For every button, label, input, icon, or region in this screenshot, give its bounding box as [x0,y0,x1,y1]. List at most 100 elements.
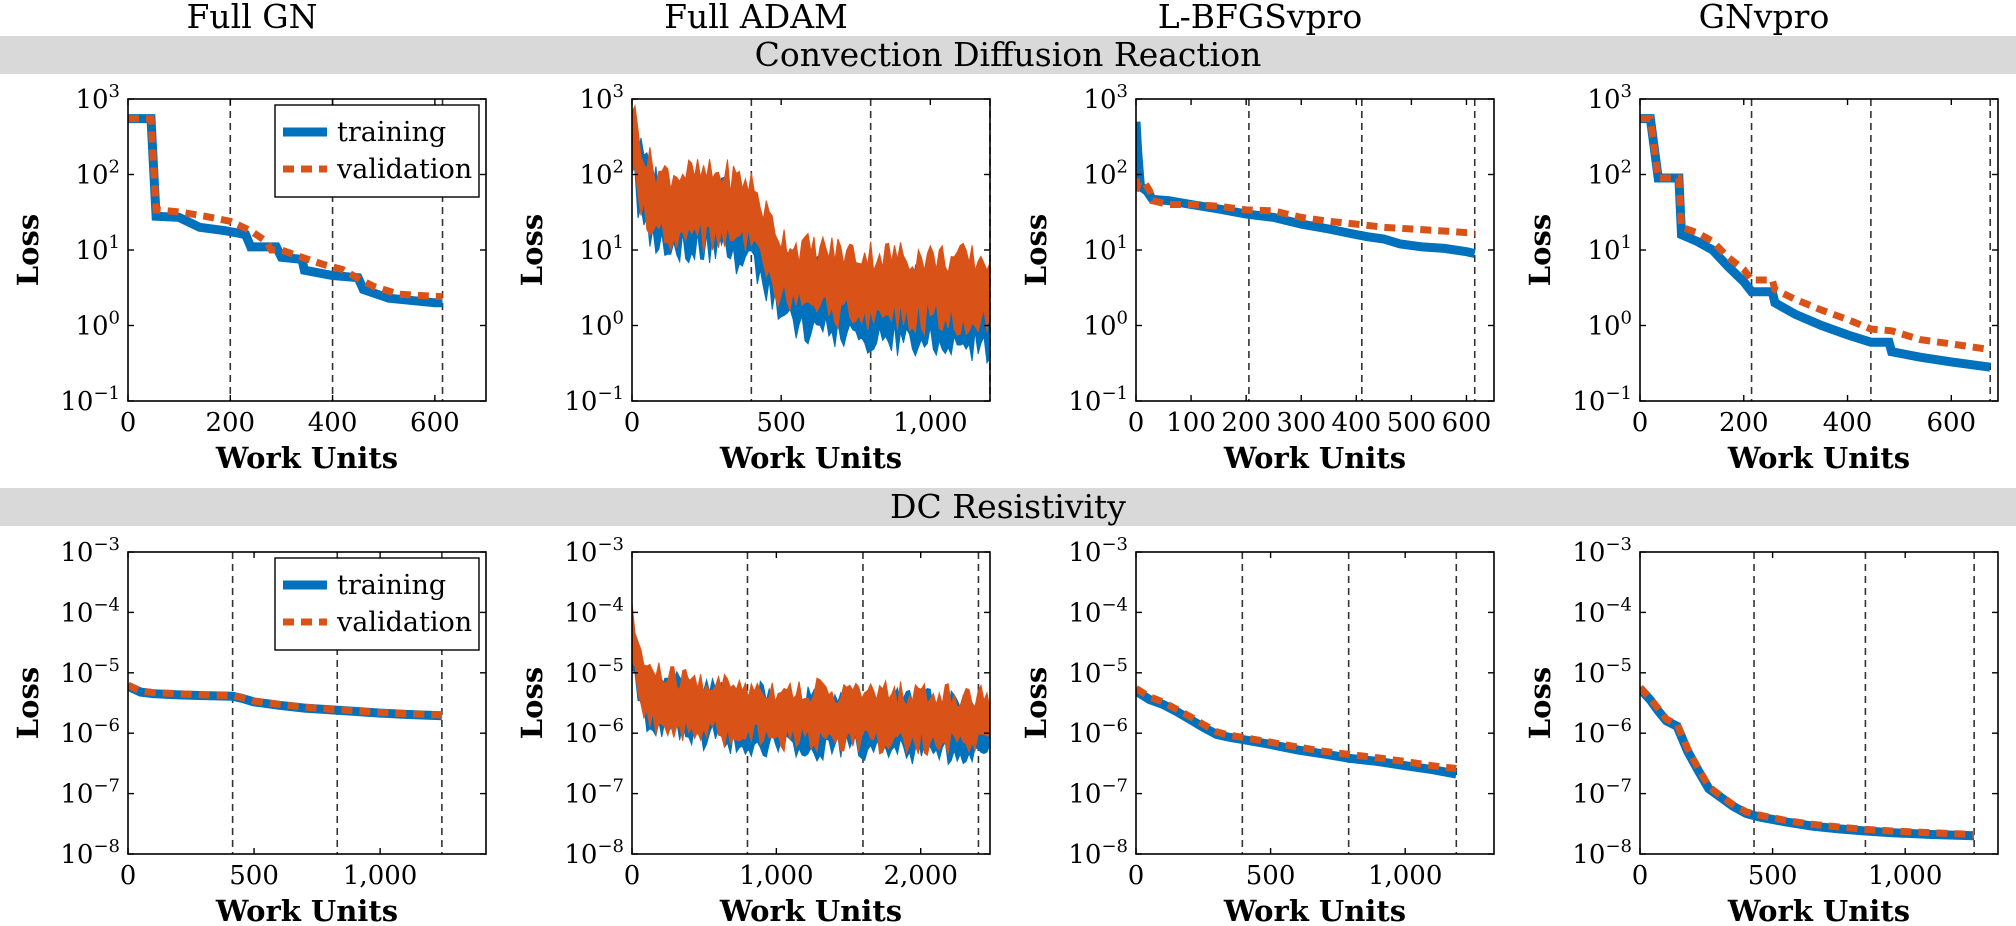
y-tick-label: 10−7 [1068,776,1128,810]
y-tick-label: 10−3 [60,534,120,568]
y-tick-label: 10−5 [60,655,120,689]
x-tick-label: 600 [1926,408,1976,438]
training-series-line [1136,121,1476,258]
x-tick-label: 0 [120,861,137,891]
training-legend-label: training [337,570,446,601]
x-tick-label: 200 [1221,408,1271,438]
x-tick-label: 0 [624,861,641,891]
y-tick-label: 10−4 [60,594,120,628]
x-axis-label: Work Units [719,441,902,475]
legend: training validation [274,104,480,198]
validation-series-line [128,682,443,719]
plot-frame [1639,98,1999,402]
y-axis-label: Loss [11,214,45,286]
series-group [632,103,990,365]
x-tick-label: 1,000 [1368,861,1442,891]
training-series-line [1136,687,1458,779]
subplot-r1-c3: 0 500 1,000 10−8 10−7 10−6 10−5 10−4 10−3 Work Un… [1523,534,1999,926]
y-tick-label: 10−7 [60,776,120,810]
y-tick-label: 10−1 [60,383,120,417]
y-axis-label: Loss [515,667,549,739]
series-group [1640,685,1975,841]
x-tick-label: 400 [1331,408,1381,438]
plot-frame [631,551,991,855]
column-title-full-adam: Full ADAM [664,0,848,36]
series-group [1136,121,1476,258]
subplot-r1-c1: 0 1,000 2,000 10−8 10−7 10−6 10−5 10−4 10−3 Work … [515,534,991,926]
y-tick-label: 101 [579,232,624,266]
subplot-r1-c2: 0 500 1,000 10−8 10−7 10−6 10−5 10−4 10−3 Work Un… [1019,534,1495,926]
y-tick-label: 10−7 [1572,776,1632,810]
y-tick-label: 10−8 [1572,836,1632,870]
y-tick-label: 10−7 [564,776,624,810]
x-tick-label: 0 [624,408,641,438]
y-tick-label: 10−1 [1572,383,1632,417]
x-tick-label: 500 [1748,861,1798,891]
x-axis-label: Work Units [1223,441,1406,475]
validation-series-band [632,602,990,757]
x-tick-label: 0 [1128,408,1145,438]
plot-frame [1135,551,1495,855]
x-tick-label: 0 [1632,861,1649,891]
subplot-r1-c0: 0 500 1,000 10−8 10−7 10−6 10−5 10−4 10−3 Work Un… [11,534,487,926]
y-tick-label: 101 [1587,232,1632,266]
training-series-line [1640,685,1975,841]
y-tick-label: 101 [75,232,120,266]
y-axis-label: Loss [515,214,549,286]
y-tick-label: 10−4 [564,594,624,628]
y-tick-label: 102 [75,157,120,191]
y-tick-label: 100 [75,308,120,342]
validation-series-line [1640,115,1991,354]
y-tick-label: 10−4 [1068,594,1128,628]
x-tick-label: 2,000 [883,861,957,891]
y-tick-label: 10−8 [564,836,624,870]
y-tick-label: 102 [579,157,624,191]
y-tick-label: 10−1 [1068,383,1128,417]
validation-series-line [1136,685,1457,772]
training-series-line [128,682,443,721]
y-tick-label: 10−3 [1068,534,1128,568]
y-tick-label: 10−8 [1068,836,1128,870]
series-group [128,682,443,721]
x-tick-label: 0 [1632,408,1649,438]
x-tick-label: 0 [1128,861,1145,891]
y-tick-label: 102 [1587,157,1632,191]
y-axis-label: Loss [1523,214,1557,286]
y-tick-label: 100 [579,308,624,342]
x-tick-label: 1,000 [739,861,813,891]
plot-frame [1639,551,1999,855]
series-group [632,602,990,766]
validation-legend-label: validation [336,607,472,638]
y-tick-label: 100 [1083,308,1128,342]
x-axis-label: Work Units [215,894,398,926]
x-tick-label: 200 [205,408,255,438]
subplot-r0-c1: 0 500 1,000 10−1 100 101 102 103 Work Units Loss [515,81,991,475]
y-tick-label: 10−3 [564,534,624,568]
x-axis-label: Work Units [215,441,398,475]
y-tick-label: 103 [75,81,120,115]
training-series-line [1640,114,1991,372]
validation-series-line [1640,685,1975,838]
subplot-r0-c2: 0 100 200 300 400 500 60010−1100101102103Work … [1019,81,1495,475]
row-title-dc-resistivity: DC Resistivity [0,488,2016,526]
y-tick-label: 103 [1587,81,1632,115]
x-tick-label: 500 [229,861,279,891]
validation-series-band [632,103,990,337]
x-tick-label: 500 [1387,408,1437,438]
y-axis-label: Loss [1019,667,1053,739]
y-tick-label: 101 [1083,232,1128,266]
x-tick-label: 300 [1276,408,1326,438]
y-axis-label: Loss [11,667,45,739]
x-axis-label: Work Units [1727,894,1910,926]
y-tick-label: 10−6 [564,715,624,749]
y-axis-label: Loss [1523,667,1557,739]
legend-box [274,104,480,198]
column-title-full-gn: Full GN [186,0,318,36]
plot-frame [127,551,487,855]
y-tick-label: 10−1 [564,383,624,417]
x-tick-label: 500 [756,408,806,438]
series-group [1640,114,1991,372]
subplot-r0-c0: 0 200 400 600 10−1 100 101 102 103 Work Units Loss… [11,81,487,475]
column-title-lbfgsvpro: L-BFGSvpro [1157,0,1363,36]
